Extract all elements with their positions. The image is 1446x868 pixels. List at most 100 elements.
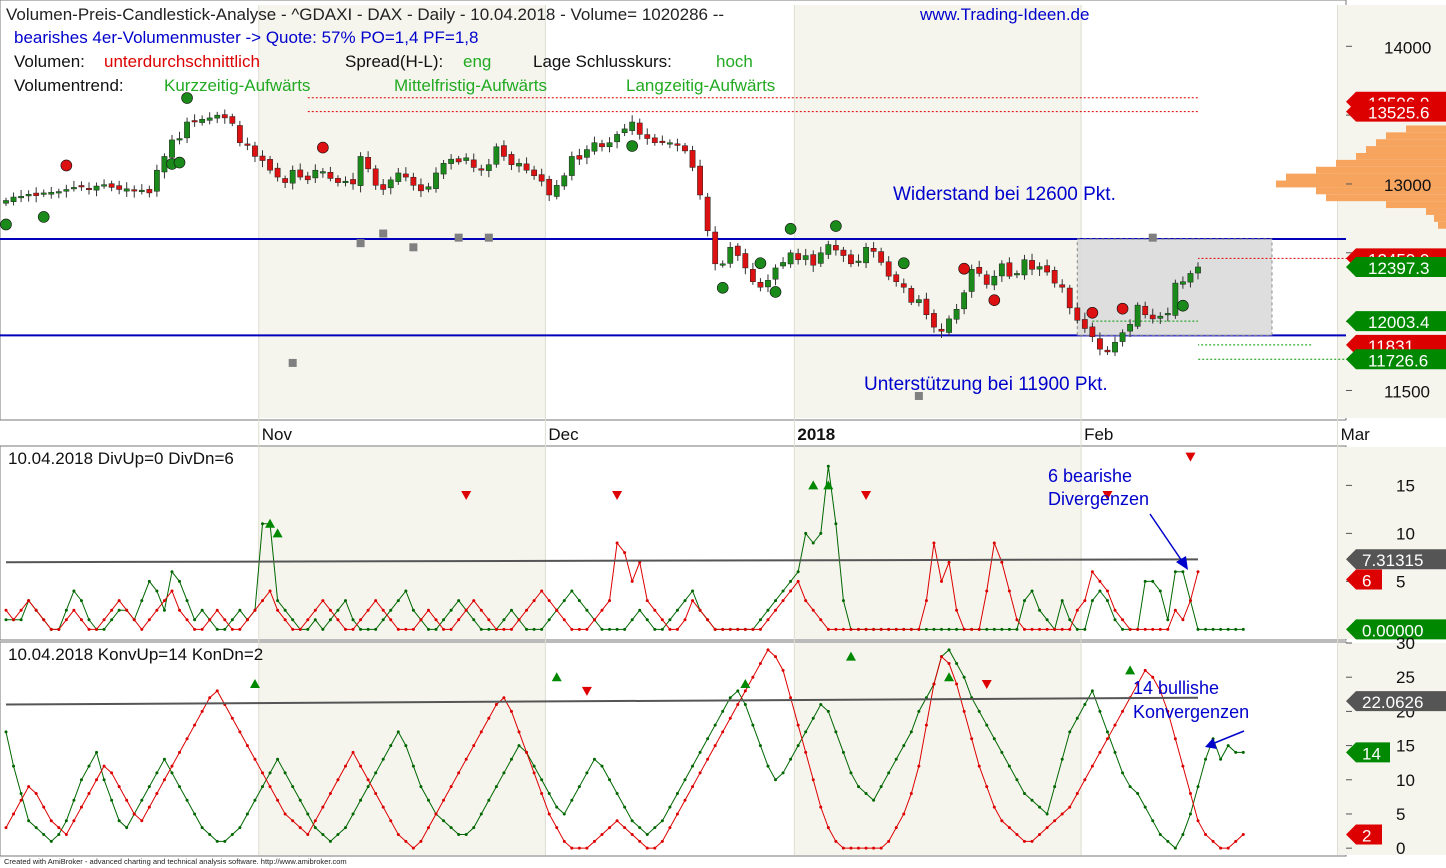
candle-body (682, 145, 688, 152)
konv-point (932, 682, 936, 686)
candle-body (1081, 319, 1088, 329)
pattern-marker (60, 159, 73, 172)
div-point (653, 627, 657, 631)
div-point (955, 608, 959, 612)
candle-body (470, 159, 477, 168)
konv-point (261, 785, 265, 789)
konv-point (313, 819, 317, 823)
spread-value: eng (463, 52, 491, 71)
div-point (64, 618, 68, 622)
konv-point (479, 730, 483, 734)
div-point (540, 627, 544, 631)
candle-body (485, 164, 492, 171)
volume-marker (356, 239, 365, 248)
spread-label: Spread(H-L): (345, 52, 443, 71)
konv-point (985, 785, 989, 789)
konv-point (132, 812, 136, 816)
konv-point (245, 812, 249, 816)
candle-body (395, 172, 402, 182)
div-point (970, 627, 974, 631)
volumen-label: Volumen: (14, 52, 85, 71)
konv-point (789, 757, 793, 761)
konv-point (804, 730, 808, 734)
konv-point (12, 764, 16, 768)
div-point (449, 608, 453, 612)
website-link[interactable]: www.Trading-Ideen.de (919, 5, 1089, 24)
month-band (794, 447, 1082, 639)
div-point (615, 627, 619, 631)
div-point (155, 589, 159, 593)
konv-point (464, 832, 468, 836)
konv-note-2: Konvergenzen (1133, 702, 1249, 722)
div-point (366, 627, 370, 631)
div-point (276, 599, 280, 603)
konv-point (1196, 819, 1200, 823)
candle-body (817, 252, 824, 264)
konv-point (381, 805, 385, 809)
pattern-marker (716, 282, 729, 294)
konv-point (140, 819, 144, 823)
konv-dn-label-box (1346, 824, 1382, 845)
volume-profile-bar (1286, 173, 1446, 181)
div-point (1090, 570, 1094, 574)
konv-point (472, 826, 476, 830)
konv-point (162, 778, 166, 782)
div-point (789, 579, 793, 583)
konv-point (525, 750, 529, 754)
candle-body (131, 189, 138, 192)
div-point (268, 589, 272, 593)
candle-body (772, 267, 779, 280)
month-band (258, 643, 546, 855)
candle-body (561, 175, 568, 187)
div-point (64, 608, 68, 612)
div-point (766, 608, 770, 612)
konv-point (1226, 744, 1230, 748)
konv-point (668, 826, 672, 830)
konv-point (464, 757, 468, 761)
div-point (306, 618, 310, 622)
pattern-marker (784, 223, 797, 235)
div-point (683, 599, 687, 603)
lage-label: Lage Schlusskurs: (533, 52, 672, 71)
div-point (525, 627, 529, 631)
konv-point (796, 723, 800, 727)
konv-point (351, 750, 355, 754)
candle-body (991, 275, 998, 286)
konv-point (1038, 832, 1042, 836)
konv-point (615, 791, 619, 795)
konv-point (1007, 826, 1011, 830)
konv-point (185, 737, 189, 741)
div-point (110, 608, 114, 612)
x-axis-label: Feb (1084, 425, 1113, 444)
konv-point (1113, 723, 1117, 727)
div-point (932, 627, 936, 631)
div-point (615, 541, 619, 545)
div-point (675, 608, 679, 612)
pattern-marker (754, 257, 767, 270)
konv-point (502, 771, 506, 775)
konv-point (721, 709, 725, 713)
div-point (162, 608, 166, 612)
div-point (1022, 627, 1026, 631)
konv-point (841, 750, 845, 754)
div-point (653, 608, 657, 612)
volume-profile-bar (1316, 166, 1446, 174)
konv-point (404, 839, 408, 843)
div-point (178, 579, 182, 583)
candle-body (1180, 281, 1186, 285)
konv-point (306, 812, 310, 816)
konv-point (95, 750, 99, 754)
konv-point (917, 709, 921, 713)
candle-body (206, 117, 213, 121)
candle-body (387, 179, 394, 189)
konv-point (1196, 785, 1200, 789)
div-point (698, 608, 702, 612)
candle-body (1021, 259, 1028, 276)
div-point (751, 627, 755, 631)
konv-point (570, 846, 574, 850)
konv-point (1113, 750, 1117, 754)
konv-point (758, 744, 762, 748)
konv-point (381, 757, 385, 761)
div-point (87, 618, 91, 622)
div-point (509, 627, 513, 631)
